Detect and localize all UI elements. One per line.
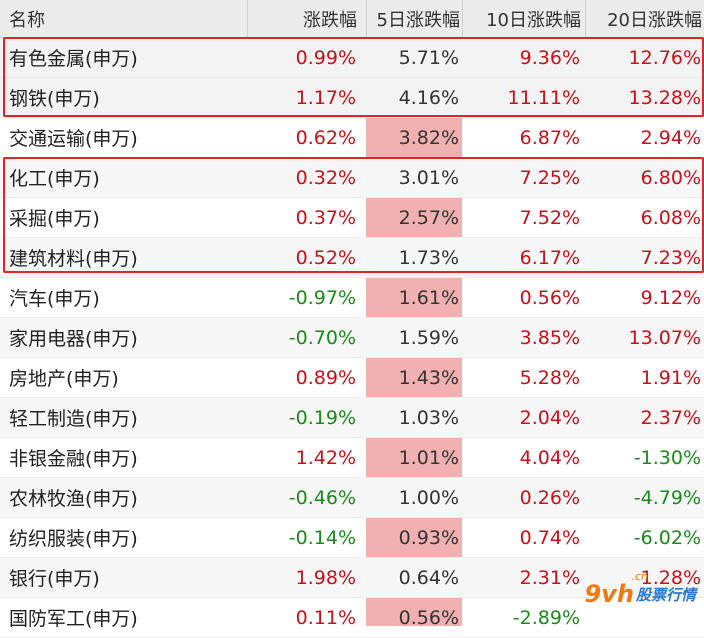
row-change-20d: 6.08% <box>640 206 701 229</box>
table-row[interactable]: 纺织服装(申万) -0.14% 0.93% 0.74% -6.02% <box>0 518 704 558</box>
row-name: 家用电器(申万) <box>9 328 138 350</box>
row-name: 国防军工(申万) <box>9 608 138 630</box>
row-change: 0.99% <box>295 46 356 69</box>
row-name: 有色金属(申万) <box>9 48 138 70</box>
row-change-5d: 3.01% <box>398 166 459 189</box>
row-change-10d: 9.36% <box>519 46 580 69</box>
row-change: 0.62% <box>295 126 356 149</box>
row-change-20d: 13.28% <box>628 86 701 109</box>
row-change-20d: 6.80% <box>640 166 701 189</box>
row-name: 农林牧渔(申万) <box>9 488 138 510</box>
row-change-10d: 6.87% <box>519 126 580 149</box>
row-change-5d: 0.93% <box>398 526 459 549</box>
row-name: 汽车(申万) <box>9 288 100 310</box>
row-change-5d: 1.61% <box>398 286 459 309</box>
row-change: 1.98% <box>295 566 356 589</box>
header-change-20d[interactable]: 20日涨跌幅 <box>585 0 702 37</box>
row-change-20d: 13.07% <box>628 326 701 349</box>
watermark-logo: 9vh <box>584 580 634 608</box>
row-name: 交通运输(申万) <box>9 128 138 150</box>
row-name: 轻工制造(申万) <box>9 408 138 430</box>
row-name: 房地产(申万) <box>9 368 119 390</box>
row-change: -0.46% <box>288 486 356 509</box>
row-change-5d: 1.59% <box>398 326 459 349</box>
row-change-20d: 7.23% <box>640 246 701 269</box>
table-row[interactable]: 银行(申万) 1.98% 0.64% 2.31% 1.28% <box>0 558 704 598</box>
row-change-10d: -2.89% <box>512 606 580 629</box>
row-change-5d: 1.01% <box>398 446 459 469</box>
table-row[interactable]: 汽车(申万) -0.97% 1.61% 0.56% 9.12% <box>0 278 704 318</box>
row-name: 纺织服装(申万) <box>9 528 138 550</box>
row-change-20d: 9.12% <box>640 286 701 309</box>
watermark-suffix: .cn <box>631 570 648 583</box>
table-row[interactable]: 非银金融(申万) 1.42% 1.01% 4.04% -1.30% <box>0 438 704 478</box>
row-change-5d: 0.64% <box>398 566 459 589</box>
table-header: 名称 涨跌幅 5日涨跌幅 10日涨跌幅 20日涨跌幅 <box>0 0 704 38</box>
table-row[interactable]: 轻工制造(申万) -0.19% 1.03% 2.04% 2.37% <box>0 398 704 438</box>
row-name: 非银金融(申万) <box>9 448 138 470</box>
table-row[interactable]: 钢铁(申万) 1.17% 4.16% 11.11% 13.28% <box>0 78 704 118</box>
row-change-5d: 1.00% <box>398 486 459 509</box>
row-change-20d: 1.91% <box>640 366 701 389</box>
row-change: -0.14% <box>288 526 356 549</box>
row-change: -0.97% <box>288 286 356 309</box>
row-name: 建筑材料(申万) <box>9 248 138 270</box>
table-row[interactable]: 有色金属(申万) 0.99% 5.71% 9.36% 12.76% <box>0 38 704 78</box>
row-change-20d: 12.76% <box>628 46 701 69</box>
header-change[interactable]: 涨跌幅 <box>247 0 357 37</box>
row-change: 0.11% <box>295 606 356 629</box>
header-change-5d[interactable]: 5日涨跌幅 <box>366 0 460 37</box>
row-change-20d: 2.37% <box>640 406 701 429</box>
row-change: 0.89% <box>295 366 356 389</box>
table-row[interactable]: 化工(申万) 0.32% 3.01% 7.25% 6.80% <box>0 158 704 198</box>
row-change: 0.32% <box>295 166 356 189</box>
watermark: .cn 9vh 股票行情 <box>584 570 696 608</box>
table-row[interactable]: 采掘(申万) 0.37% 2.57% 7.52% 6.08% <box>0 198 704 238</box>
header-name[interactable]: 名称 <box>9 9 45 31</box>
row-change-5d: 0.56% <box>398 606 459 629</box>
table-row[interactable]: 建筑材料(申万) 0.52% 1.73% 6.17% 7.23% <box>0 238 704 278</box>
row-change-5d: 1.73% <box>398 246 459 269</box>
row-change-20d: -6.02% <box>633 526 701 549</box>
row-name: 化工(申万) <box>9 168 100 190</box>
row-change-10d: 7.25% <box>519 166 580 189</box>
row-name: 采掘(申万) <box>9 208 100 230</box>
row-change-10d: 2.04% <box>519 406 580 429</box>
row-change: 0.52% <box>295 246 356 269</box>
row-change-10d: 7.52% <box>519 206 580 229</box>
row-change-10d: 6.17% <box>519 246 580 269</box>
row-change: -0.70% <box>288 326 356 349</box>
row-change-10d: 5.28% <box>519 366 580 389</box>
row-change: 1.42% <box>295 446 356 469</box>
row-change-10d: 0.74% <box>519 526 580 549</box>
table-row[interactable]: 交通运输(申万) 0.62% 3.82% 6.87% 2.94% <box>0 118 704 158</box>
table-row[interactable]: 家用电器(申万) -0.70% 1.59% 3.85% 13.07% <box>0 318 704 358</box>
row-change-20d: -4.79% <box>633 486 701 509</box>
row-change: 0.37% <box>295 206 356 229</box>
row-change-10d: 3.85% <box>519 326 580 349</box>
header-change-10d[interactable]: 10日涨跌幅 <box>462 0 581 37</box>
row-name: 钢铁(申万) <box>9 88 100 110</box>
watermark-text: 股票行情 <box>635 586 696 604</box>
row-change-10d: 11.11% <box>507 86 580 109</box>
row-change-20d: 2.94% <box>640 126 701 149</box>
row-change-5d: 3.82% <box>398 126 459 149</box>
table-row[interactable]: 房地产(申万) 0.89% 1.43% 5.28% 1.91% <box>0 358 704 398</box>
row-change-5d: 5.71% <box>398 46 459 69</box>
row-change-10d: 4.04% <box>519 446 580 469</box>
row-change-5d: 1.03% <box>398 406 459 429</box>
row-change-10d: 0.56% <box>519 286 580 309</box>
row-name: 银行(申万) <box>9 568 100 590</box>
row-change: -0.19% <box>288 406 356 429</box>
row-change-10d: 0.26% <box>519 486 580 509</box>
row-change: 1.17% <box>295 86 356 109</box>
row-change-5d: 1.43% <box>398 366 459 389</box>
row-change-5d: 2.57% <box>398 206 459 229</box>
row-change-20d: -1.30% <box>633 446 701 469</box>
row-change-5d: 4.16% <box>398 86 459 109</box>
row-change-10d: 2.31% <box>519 566 580 589</box>
row-change-20d: 1.28% <box>640 566 701 589</box>
table-row[interactable]: 农林牧渔(申万) -0.46% 1.00% 0.26% -4.79% <box>0 478 704 518</box>
